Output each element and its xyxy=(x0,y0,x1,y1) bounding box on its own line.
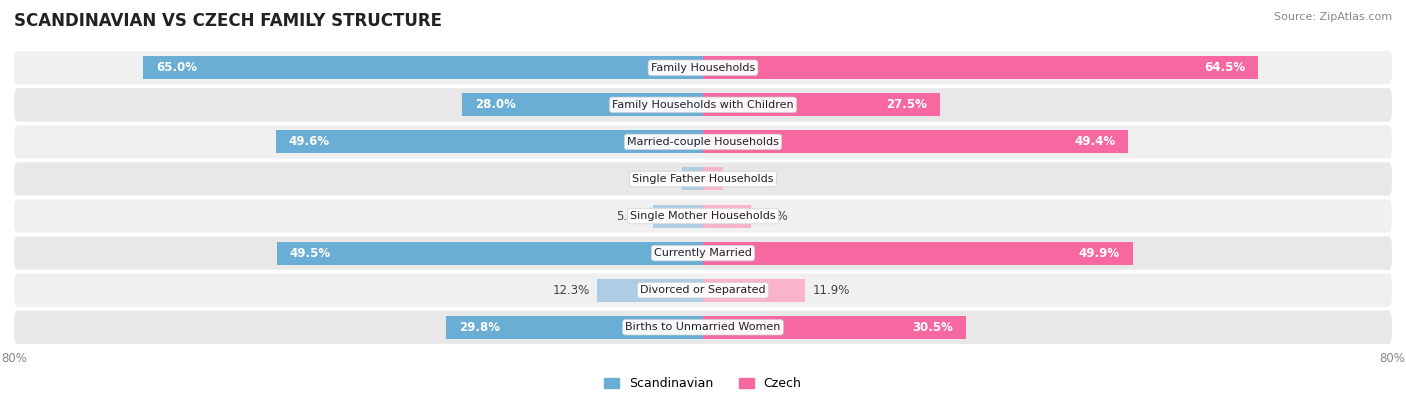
Text: 30.5%: 30.5% xyxy=(912,321,953,334)
Bar xyxy=(461,93,703,117)
FancyBboxPatch shape xyxy=(14,199,1392,233)
Text: 2.3%: 2.3% xyxy=(730,173,759,186)
Text: 49.5%: 49.5% xyxy=(290,246,330,260)
FancyBboxPatch shape xyxy=(14,162,1392,196)
Bar xyxy=(682,167,703,190)
FancyBboxPatch shape xyxy=(14,310,1392,344)
Text: 11.9%: 11.9% xyxy=(813,284,849,297)
Text: 49.4%: 49.4% xyxy=(1074,135,1115,149)
Text: Married-couple Households: Married-couple Households xyxy=(627,137,779,147)
FancyBboxPatch shape xyxy=(14,51,1392,85)
Text: Family Households: Family Households xyxy=(651,63,755,73)
Text: 5.6%: 5.6% xyxy=(758,209,787,222)
Text: Births to Unmarried Women: Births to Unmarried Women xyxy=(626,322,780,332)
Text: 49.9%: 49.9% xyxy=(1078,246,1119,260)
Text: 29.8%: 29.8% xyxy=(460,321,501,334)
Text: 12.3%: 12.3% xyxy=(553,284,591,297)
Bar xyxy=(703,56,1258,79)
Bar xyxy=(652,205,703,228)
Text: Currently Married: Currently Married xyxy=(654,248,752,258)
Text: SCANDINAVIAN VS CZECH FAMILY STRUCTURE: SCANDINAVIAN VS CZECH FAMILY STRUCTURE xyxy=(14,12,441,30)
Text: 5.8%: 5.8% xyxy=(617,209,647,222)
Bar xyxy=(143,56,703,79)
Bar xyxy=(276,130,703,153)
Text: Single Father Households: Single Father Households xyxy=(633,174,773,184)
Text: Family Households with Children: Family Households with Children xyxy=(612,100,794,110)
Bar xyxy=(703,167,723,190)
Text: 27.5%: 27.5% xyxy=(886,98,927,111)
Text: 28.0%: 28.0% xyxy=(475,98,516,111)
FancyBboxPatch shape xyxy=(14,237,1392,270)
Bar xyxy=(703,316,966,339)
Bar xyxy=(703,242,1133,265)
Bar xyxy=(703,130,1129,153)
Legend: Scandinavian, Czech: Scandinavian, Czech xyxy=(599,372,807,395)
Text: 2.4%: 2.4% xyxy=(645,173,675,186)
Text: Single Mother Households: Single Mother Households xyxy=(630,211,776,221)
FancyBboxPatch shape xyxy=(14,273,1392,307)
FancyBboxPatch shape xyxy=(14,125,1392,158)
Bar xyxy=(277,242,703,265)
Bar xyxy=(598,278,703,302)
FancyBboxPatch shape xyxy=(14,88,1392,122)
Text: 49.6%: 49.6% xyxy=(288,135,330,149)
Text: Divorced or Separated: Divorced or Separated xyxy=(640,285,766,295)
Text: 64.5%: 64.5% xyxy=(1205,61,1246,74)
Bar xyxy=(703,278,806,302)
Text: 65.0%: 65.0% xyxy=(156,61,197,74)
Bar xyxy=(703,93,939,117)
Bar xyxy=(446,316,703,339)
Text: Source: ZipAtlas.com: Source: ZipAtlas.com xyxy=(1274,12,1392,22)
Bar xyxy=(703,205,751,228)
